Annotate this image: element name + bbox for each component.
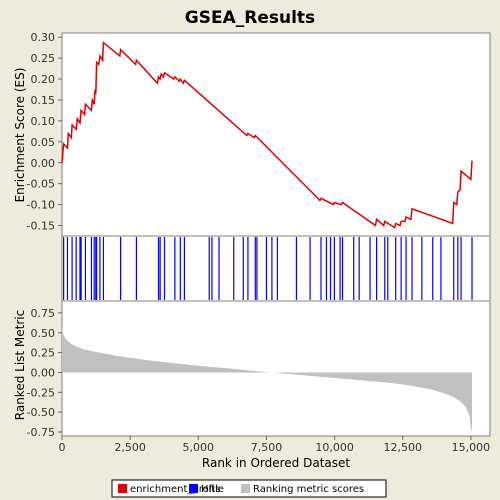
legend-label: Hits bbox=[201, 484, 220, 495]
x-tick-label: 0 bbox=[59, 441, 66, 454]
metric-y-tick-label: 0.25 bbox=[31, 347, 56, 360]
es-y-axis-label: Enrichment Score (ES) bbox=[13, 68, 27, 203]
hits-marks bbox=[63, 237, 473, 300]
es-y-tick-label: 0.25 bbox=[31, 52, 56, 65]
x-tick-label: 7,500 bbox=[251, 441, 283, 454]
x-tick-label: 10,000 bbox=[315, 441, 354, 454]
chart-title: GSEA_Results bbox=[185, 8, 315, 28]
es-y-tick-label: 0.00 bbox=[31, 157, 56, 170]
metric-y-tick-label: 0.75 bbox=[31, 307, 56, 320]
legend-swatch bbox=[241, 484, 250, 493]
es-y-tick-label: 0.10 bbox=[31, 115, 56, 128]
legend-label: enrichment_profile bbox=[130, 484, 224, 495]
metric-y-axis-label: Ranked List Metric bbox=[13, 310, 27, 420]
metric-y-tick-label: 0.00 bbox=[31, 366, 56, 379]
x-axis: 0 2,500 5,000 7,500 10,000 12,500 15,000 bbox=[59, 436, 491, 454]
enrichment-profile-line bbox=[61, 41, 473, 229]
es-y-tick-label: -0.05 bbox=[27, 178, 55, 191]
metric-y-tick-label: -0.75 bbox=[27, 426, 55, 439]
es-plot-area bbox=[61, 32, 491, 237]
hits-plot-area bbox=[61, 235, 491, 302]
es-y-tick-label: -0.15 bbox=[27, 220, 55, 233]
legend-label: Ranking metric scores bbox=[253, 484, 364, 495]
es-y-tick-label: -0.10 bbox=[27, 199, 55, 212]
x-axis-label: Rank in Ordered Dataset bbox=[202, 456, 350, 470]
x-tick-label: 5,000 bbox=[183, 441, 215, 454]
es-y-tick-label: 0.20 bbox=[31, 73, 56, 86]
es-y-axis: 0.30 0.25 0.20 0.15 0.10 0.05 0.00 -0.05 -0.10 -0… bbox=[27, 31, 62, 233]
ranking-metric-area bbox=[62, 328, 472, 432]
es-y-tick-label: 0.15 bbox=[31, 94, 56, 107]
legend-swatch bbox=[118, 484, 127, 493]
metric-y-tick-label: -0.25 bbox=[27, 386, 55, 399]
x-tick-label: 15,000 bbox=[452, 441, 491, 454]
metric-y-tick-label: 0.50 bbox=[31, 327, 56, 340]
es-y-tick-label: 0.05 bbox=[31, 136, 56, 149]
x-tick-label: 12,500 bbox=[384, 441, 423, 454]
metric-y-tick-label: -0.50 bbox=[27, 406, 55, 419]
legend-swatch bbox=[189, 484, 198, 493]
es-y-tick-label: 0.30 bbox=[31, 31, 56, 44]
x-tick-label: 2,500 bbox=[114, 441, 146, 454]
metric-y-axis: 0.75 0.50 0.25 0.00 -0.25 -0.50 -0.75 bbox=[27, 307, 62, 439]
